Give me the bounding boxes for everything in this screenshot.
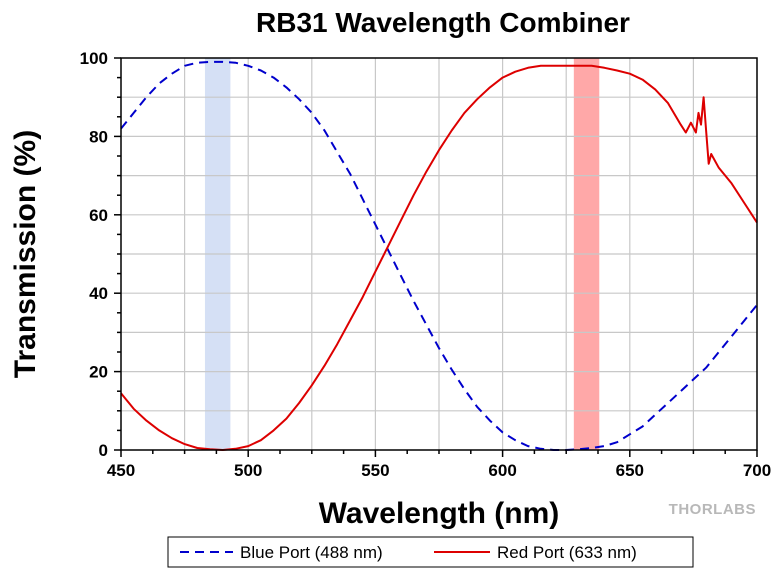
y-tick-labels: 0 20 40 60 80 100	[80, 49, 108, 460]
legend: Blue Port (488 nm) Red Port (633 nm)	[167, 536, 694, 568]
thorlabs-watermark: THORLABS	[669, 501, 756, 518]
y-axis-label: Transmission (%)	[9, 130, 42, 378]
axis-ticks	[114, 57, 758, 457]
chart-title: RB31 Wavelength Combiner	[256, 7, 630, 38]
x-tick-label: 700	[743, 461, 771, 480]
y-tick-label: 80	[89, 127, 108, 146]
y-tick-label: 0	[99, 441, 108, 460]
x-axis-label: Wavelength (nm)	[319, 497, 560, 530]
legend-label-blue: Blue Port (488 nm)	[240, 543, 383, 562]
x-tick-label: 650	[616, 461, 644, 480]
legend-label-red: Red Port (633 nm)	[497, 543, 637, 562]
x-tick-labels: 450 500 550 600 650 700	[107, 461, 771, 480]
y-tick-label: 20	[89, 363, 108, 382]
series-lines	[120, 60, 758, 451]
series-line-0	[120, 60, 758, 451]
legend-box	[167, 536, 694, 568]
x-tick-label: 600	[488, 461, 516, 480]
x-tick-label: 450	[107, 461, 135, 480]
y-tick-label: 60	[89, 206, 108, 225]
x-tick-label: 550	[361, 461, 389, 480]
x-tick-label: 500	[234, 461, 262, 480]
y-tick-label: 40	[89, 284, 108, 303]
y-tick-label: 100	[80, 49, 108, 68]
series-line-1	[120, 64, 758, 451]
grid	[121, 58, 757, 450]
